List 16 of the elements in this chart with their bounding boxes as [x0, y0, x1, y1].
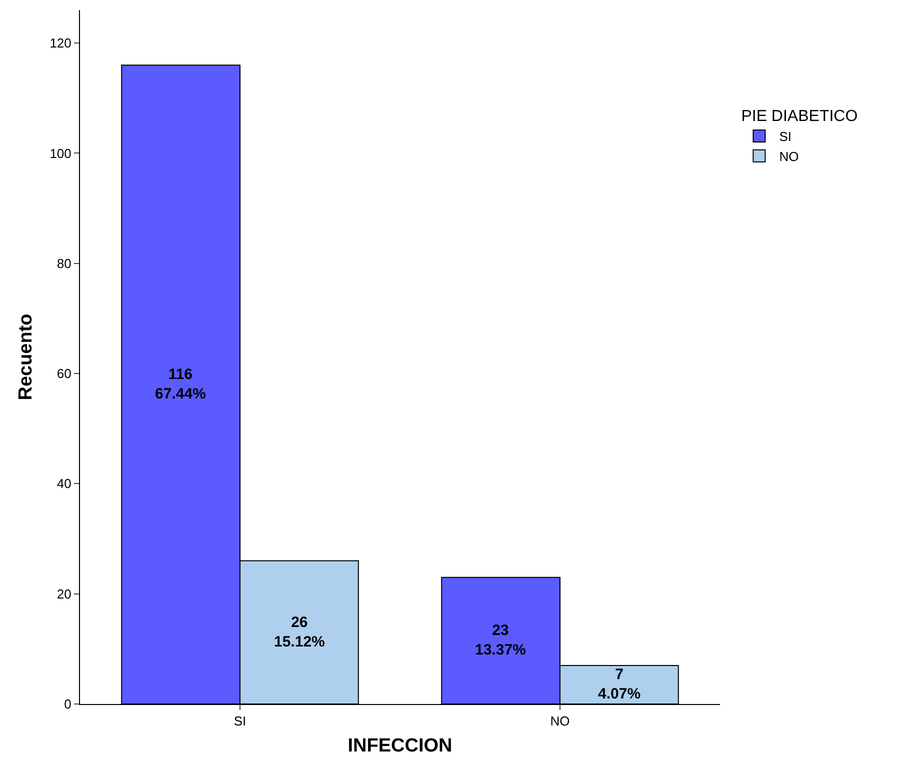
y-tick-label: 40	[56, 476, 72, 492]
y-tick-label: 60	[56, 366, 72, 382]
y-tick-label: 20	[56, 586, 72, 602]
y-tick-label: 120	[50, 36, 72, 51]
y-tick-label: 80	[56, 256, 72, 271]
data-label: 23 13.37%	[475, 622, 526, 658]
legend-title: PIE DIABETICO	[741, 108, 858, 126]
x-axis-title: INFECCION	[348, 735, 452, 756]
legend-label: NO	[779, 148, 799, 164]
data-label: 26 15.12%	[274, 614, 325, 650]
data-label: 116 67.44%	[155, 366, 206, 402]
y-axis-title: Recuento	[16, 314, 37, 400]
legend-label: SI	[779, 129, 792, 144]
data-label: 7 4.07%	[598, 666, 641, 702]
y-tick-label: 100	[50, 146, 72, 161]
y-tick-label: 0	[64, 696, 72, 712]
